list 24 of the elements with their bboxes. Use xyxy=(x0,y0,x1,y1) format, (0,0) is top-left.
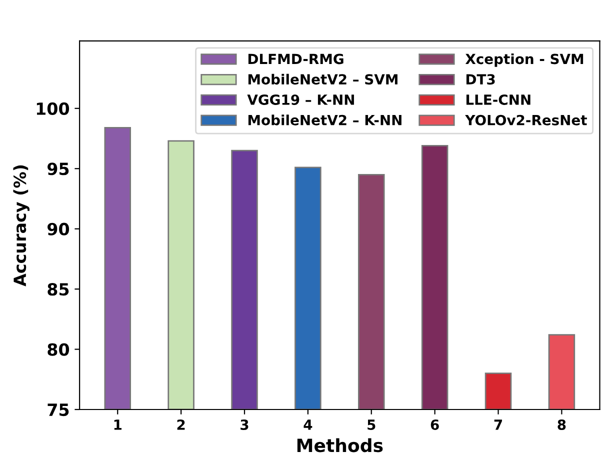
legend-label: YOLOv2-ResNet xyxy=(465,114,587,126)
y-tick-label: 80 xyxy=(48,343,70,356)
y-tick-label: 100 xyxy=(36,102,70,115)
x-tick-label: 3 xyxy=(240,419,248,430)
y-tick-label: 85 xyxy=(48,283,69,296)
x-tick-label: 2 xyxy=(177,419,185,430)
legend-label: LLE-CNN xyxy=(466,94,530,105)
legend-label: Xception - SVM xyxy=(465,53,584,67)
x-tick-label: 5 xyxy=(368,420,376,430)
legend-label: MobileNetV2 – K-NN xyxy=(248,114,402,126)
legend-label: VGG19 – K-NN xyxy=(247,94,354,105)
x-tick-label: 8 xyxy=(558,419,566,430)
legend-label: DLFMD-RMG xyxy=(248,54,344,64)
y-axis-title: Accuracy (%) xyxy=(13,165,30,286)
legend-label: MobileNetV2 – SVM xyxy=(248,74,398,85)
x-tick-label: 1 xyxy=(114,420,122,430)
x-axis-title: Methods xyxy=(297,438,383,452)
legend-label: DT3 xyxy=(466,74,495,85)
x-tick-label: 7 xyxy=(494,420,502,430)
y-tick-label: 95 xyxy=(48,162,69,176)
x-tick-label: 4 xyxy=(304,420,312,430)
y-tick-label: 90 xyxy=(48,222,70,236)
y-tick-label: 75 xyxy=(48,404,69,416)
x-tick-label: 6 xyxy=(430,419,439,430)
